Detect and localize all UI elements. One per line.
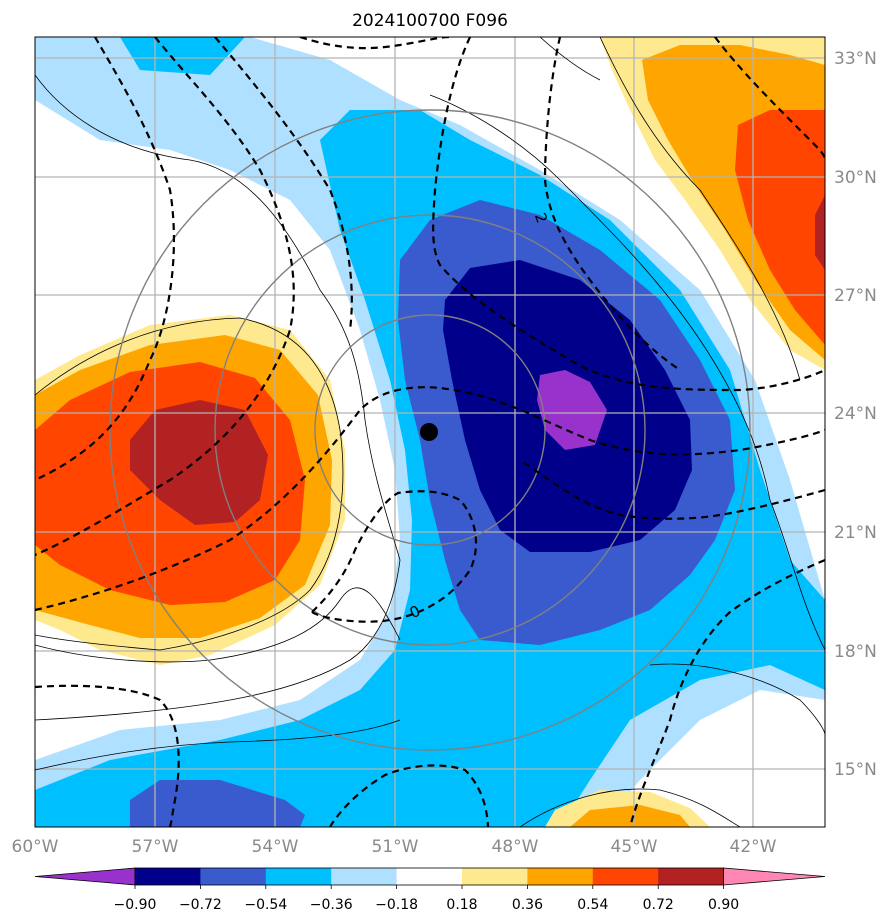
lat-tick-labels: 33°N 30°N 27°N 24°N 21°N 18°N 15°N xyxy=(834,49,877,780)
colorbar-frame xyxy=(134,867,724,886)
colorbar-arrow-low xyxy=(34,867,136,886)
lon-tick-labels: 60°W 57°W 54°W 51°W 48°W 45°W 42°W xyxy=(12,837,777,857)
colorbar-swatch xyxy=(462,868,528,885)
figure-title: 2024100700 F096 xyxy=(352,11,508,31)
colorbar-tick-label: −0.72 xyxy=(179,897,222,913)
graticule xyxy=(35,37,825,827)
colorbar-swatch xyxy=(592,868,659,885)
map-panel[interactable]: 2 0 xyxy=(35,37,825,827)
lat-tick: 33°N xyxy=(834,49,877,69)
colorbar-tick-label: −0.54 xyxy=(244,897,287,913)
lon-tick: 60°W xyxy=(12,837,59,857)
colorbar-swatch xyxy=(200,868,267,885)
colorbar-tick-label: 0.72 xyxy=(643,897,674,913)
colorbar-swatch xyxy=(527,868,594,885)
colorbar-arrow-high xyxy=(723,867,826,886)
colorbar-tick-label: 0.90 xyxy=(708,897,739,913)
colorbar-tick-label: −0.90 xyxy=(114,897,157,913)
colorbar-tick-label: 0.18 xyxy=(446,897,477,913)
lat-tick: 24°N xyxy=(834,404,877,424)
colorbar-swatch xyxy=(135,868,201,885)
map-frame xyxy=(34,36,826,828)
range-rings xyxy=(109,109,751,751)
shade-purple xyxy=(537,370,607,450)
lon-tick: 45°W xyxy=(611,837,658,857)
colorbar-swatch xyxy=(658,868,725,885)
colorbar: −0.90 −0.72 −0.54 −0.36 −0.18 0.18 0.36 0.54 0.7… xyxy=(34,867,826,913)
lon-tick: 42°W xyxy=(730,837,777,857)
dashed-contours xyxy=(35,37,825,827)
lon-tick: 57°W xyxy=(132,837,179,857)
lat-tick: 18°N xyxy=(834,642,877,662)
colorbar-swatch xyxy=(265,868,332,885)
lon-tick: 54°W xyxy=(252,837,299,857)
lon-tick: 51°W xyxy=(372,837,419,857)
shade-pos-ne-red xyxy=(735,110,825,345)
colorbar-tick-label: −0.18 xyxy=(375,897,418,913)
colorbar-tick-label: 0.36 xyxy=(512,897,543,913)
lat-tick: 30°N xyxy=(834,168,877,188)
colorbar-swatch xyxy=(396,868,463,885)
lat-tick: 21°N xyxy=(834,523,877,543)
thin-contours xyxy=(35,37,825,827)
lat-tick: 15°N xyxy=(834,760,877,780)
storm-center-marker[interactable] xyxy=(420,423,438,441)
colorbar-swatch xyxy=(331,868,398,885)
shade-pos-south-orange xyxy=(570,805,690,827)
colorbar-tick-label: 0.54 xyxy=(577,897,608,913)
shade-pos-ne-dark xyxy=(815,195,825,270)
shade-pos-west-dark xyxy=(130,400,268,525)
lat-tick: 27°N xyxy=(834,286,877,306)
shading-positive xyxy=(35,37,825,827)
colorbar-tick-label: −0.36 xyxy=(310,897,353,913)
lon-tick: 48°W xyxy=(492,837,539,857)
